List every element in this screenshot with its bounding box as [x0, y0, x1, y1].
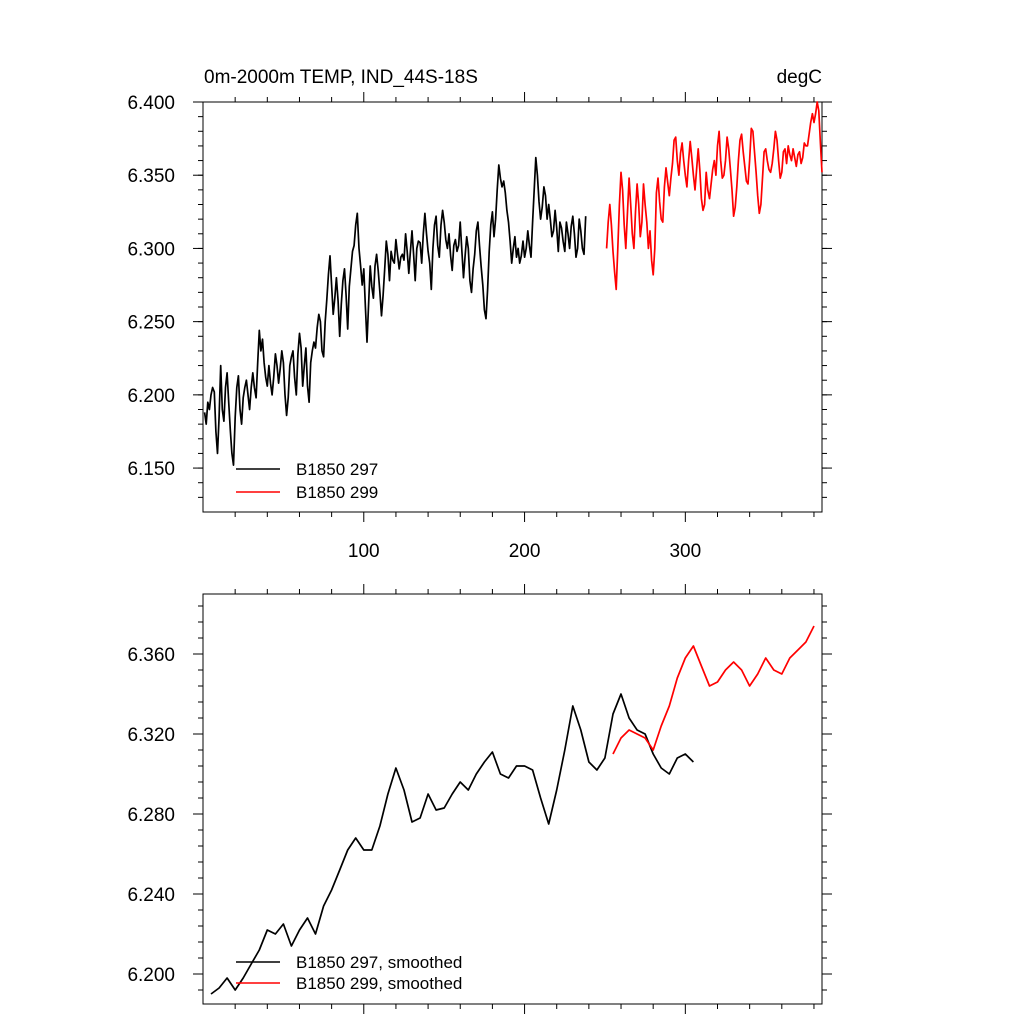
series-line-1	[203, 156, 587, 466]
y-tick-label: 6.240	[127, 885, 175, 906]
y-tick-label: 6.320	[127, 725, 175, 746]
smoothed-temperature-panel: 6.200 6.240 6.280 6.320 6.360 B1850 297, smo…	[127, 584, 832, 1014]
legend-label: B1850 299, smoothed	[296, 974, 462, 993]
x-tick-label: 100	[348, 541, 380, 562]
panel-title-right: degC	[777, 67, 822, 88]
temperature-panel: 0m-2000m TEMP, IND_44S-18S degC 6.150 6.2…	[127, 67, 832, 562]
y-tick-label: 6.200	[127, 386, 175, 407]
y-tick-label: 6.150	[127, 459, 175, 480]
series-layer	[203, 101, 823, 466]
y-tick-label: 6.200	[127, 965, 175, 986]
y-tick-label: 6.280	[127, 805, 175, 826]
axes: 6.150 6.200 6.250 6.300 6.350 6.400 100 200 300	[127, 92, 832, 562]
legend-label: B1850 297, smoothed	[296, 953, 462, 972]
y-tick-label: 6.250	[127, 313, 175, 334]
plot-frame	[202, 593, 823, 1005]
x-tick-label: 200	[509, 541, 541, 562]
legend-label: B1850 297	[296, 460, 378, 479]
y-tick-label: 6.350	[127, 166, 175, 187]
x-tick-label: 300	[669, 541, 701, 562]
legend: B1850 297 B1850 299	[236, 460, 378, 502]
series-line-2	[605, 101, 823, 291]
y-tick-label: 6.360	[127, 645, 175, 666]
panel-title-left: 0m-2000m TEMP, IND_44S-18S	[204, 67, 478, 88]
series-line-1	[210, 693, 694, 995]
series-layer	[210, 625, 815, 995]
y-tick-label: 6.400	[127, 93, 175, 114]
legend: B1850 297, smoothed B1850 299, smoothed	[236, 953, 462, 993]
series-line-2	[612, 625, 815, 755]
y-tick-label: 6.300	[127, 239, 175, 260]
axes: 6.200 6.240 6.280 6.320 6.360	[127, 584, 832, 1014]
legend-label: B1850 299	[296, 483, 378, 502]
